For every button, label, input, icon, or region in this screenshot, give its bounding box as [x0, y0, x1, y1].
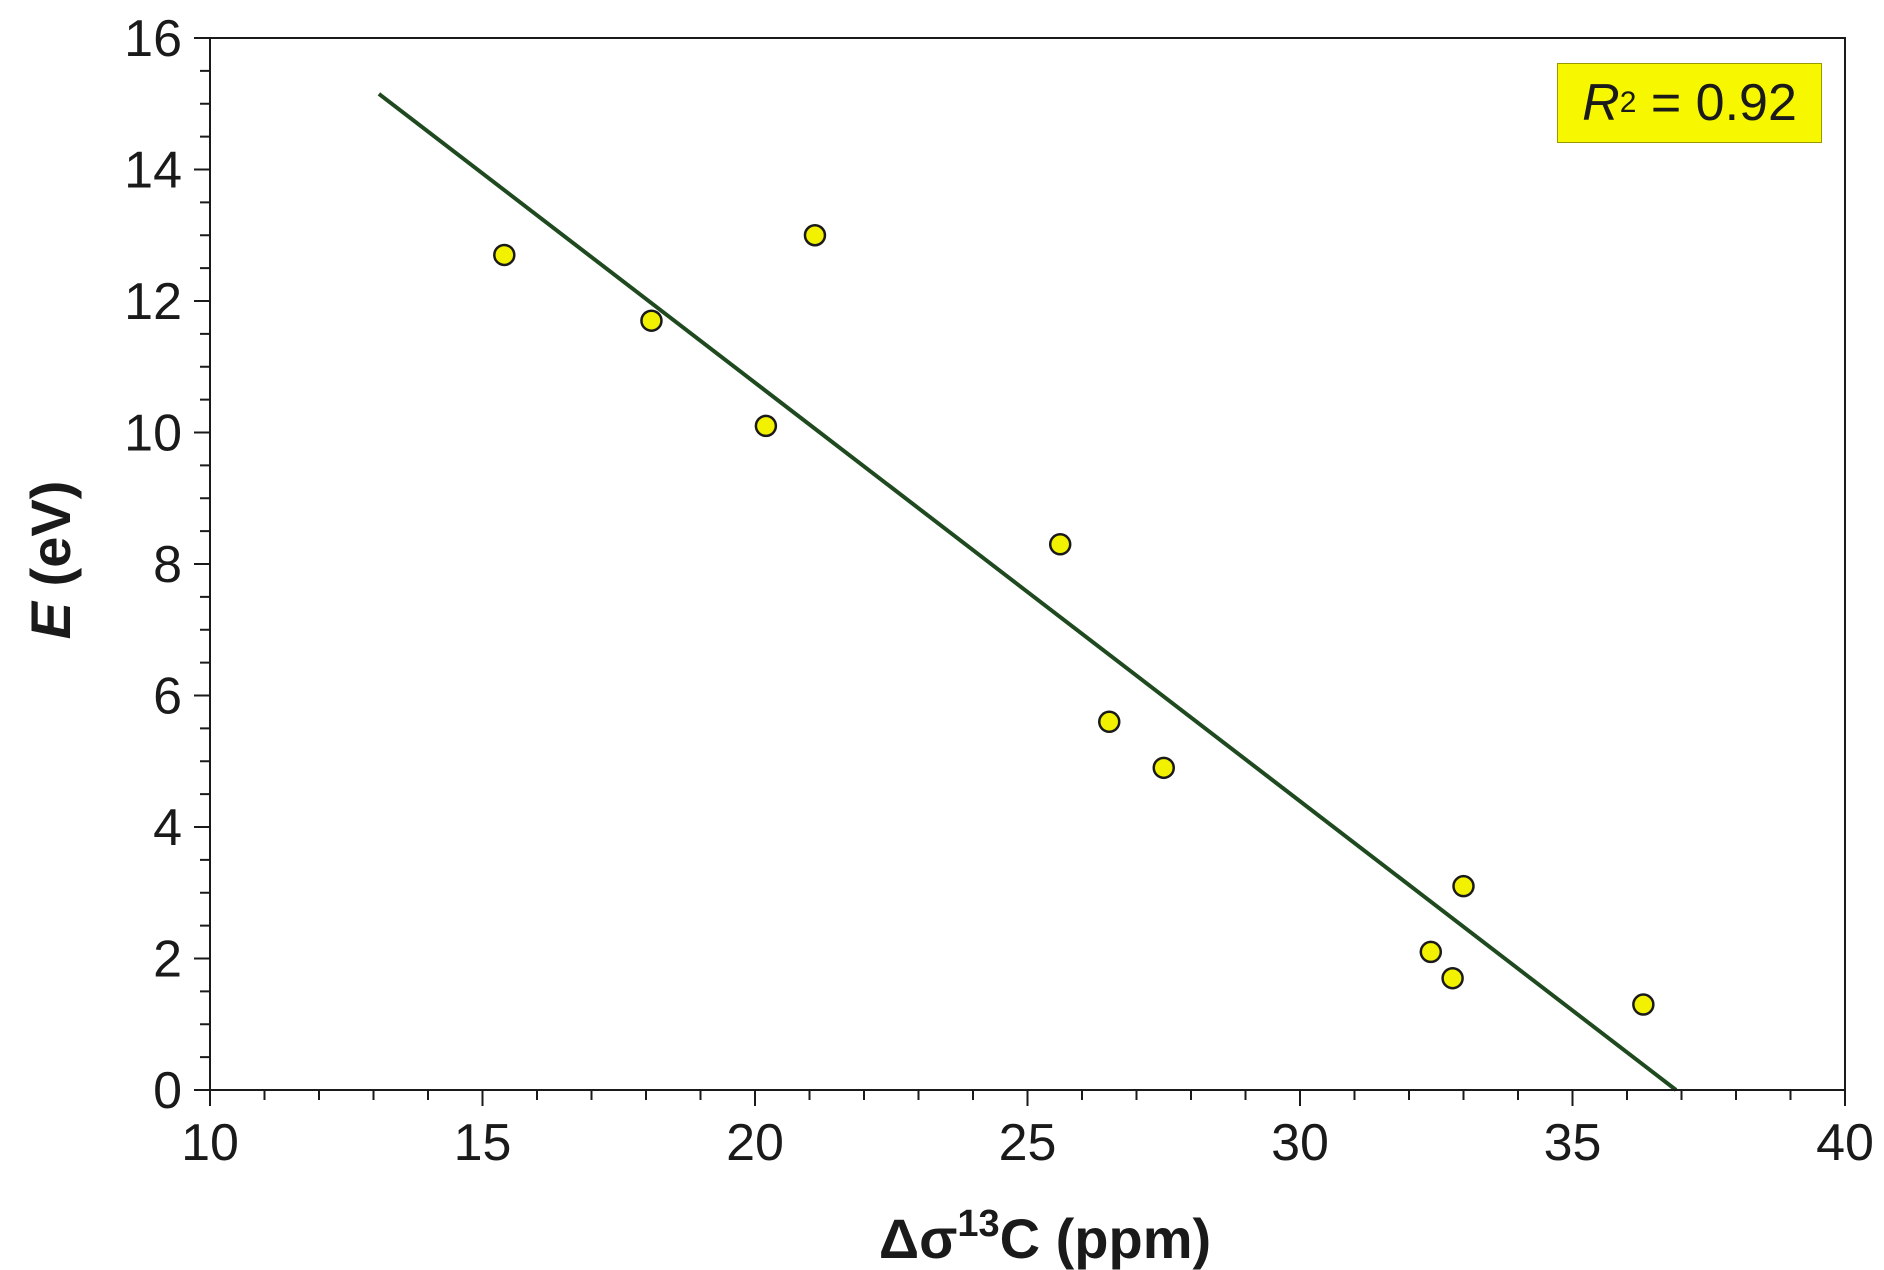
x-tick-label: 10	[181, 1114, 239, 1172]
y-tick-label: 8	[153, 536, 182, 594]
data-point	[1452, 874, 1475, 898]
data-point	[1632, 993, 1655, 1016]
x-tick-label: 25	[999, 1114, 1057, 1172]
data-point	[493, 243, 516, 267]
data-point	[640, 309, 663, 332]
data-point	[1098, 710, 1121, 734]
data-point	[1441, 966, 1464, 990]
x-tick-label: 35	[1544, 1114, 1602, 1172]
y-tick-label: 16	[124, 10, 182, 68]
x-tick-label: 20	[726, 1114, 784, 1172]
x-tick-label: 15	[454, 1114, 512, 1172]
y-tick-label: 6	[153, 668, 182, 726]
x-tick-label: 40	[1816, 1114, 1874, 1172]
data-point	[1419, 940, 1443, 964]
plot-frame	[209, 37, 1846, 1091]
y-axis-ticks: 0 2 4 6 8 10 12 14 16	[124, 10, 182, 1120]
data-point	[803, 224, 827, 247]
data-point	[1152, 756, 1175, 780]
data-points	[493, 224, 1655, 1016]
x-axis-title: Δσ13C (ppm)	[879, 1203, 1211, 1270]
minor-ticks	[194, 37, 1846, 1106]
y-tick-label: 10	[124, 405, 182, 463]
y-tick-label: 4	[153, 799, 182, 857]
y-tick-label: 12	[124, 273, 182, 331]
y-tick-label: 14	[124, 142, 182, 200]
x-tick-label: 30	[1271, 1114, 1329, 1172]
regression-line	[377, 92, 1678, 1092]
x-axis-ticks: 10 15 20 25 30 35 40	[181, 1114, 1874, 1172]
y-axis-title: E (eV)	[19, 481, 82, 640]
data-point	[754, 414, 778, 438]
data-point	[1048, 533, 1072, 556]
y-tick-label: 0	[153, 1062, 182, 1120]
y-tick-label: 2	[153, 931, 182, 989]
